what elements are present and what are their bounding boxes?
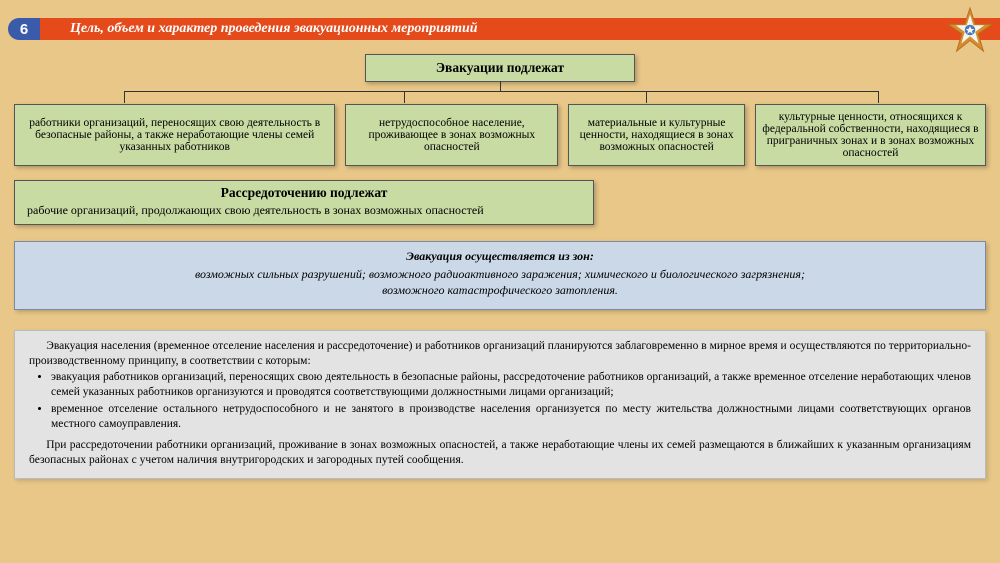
connector: [878, 91, 879, 103]
connector: [500, 81, 501, 91]
details-bullet: временное отселение остального нетрудосп…: [51, 402, 971, 432]
zones-line: возможных сильных разрушений; возможного…: [33, 266, 967, 282]
branch-box: работники организаций, переносящих свою …: [14, 104, 335, 166]
emblem-icon: [946, 6, 994, 54]
connector: [646, 91, 647, 103]
header-bar: 6 Цель, объем и характер проведения эвак…: [0, 18, 1000, 40]
branch-box: материальные и культурные ценности, нахо…: [568, 104, 745, 166]
details-bullet: эвакуация работников организаций, перено…: [51, 370, 971, 400]
zones-line: возможного катастрофического затопления.: [33, 282, 967, 298]
details-box: Эвакуация населения (временное отселение…: [14, 330, 986, 480]
zones-box: Эвакуация осуществляется из зон: возможн…: [14, 241, 986, 310]
connector: [124, 91, 125, 103]
content-area: Эвакуации подлежат работники организаций…: [14, 54, 986, 479]
dispersal-box: Рассредоточению подлежат рабочие организ…: [14, 180, 594, 225]
details-list: эвакуация работников организаций, перено…: [29, 370, 971, 432]
page-number: 6: [8, 18, 40, 40]
dispersal-title: Рассредоточению подлежат: [27, 185, 581, 201]
diagram-branches: работники организаций, переносящих свою …: [14, 104, 986, 166]
branch-box: культурные ценности, относящихся к федер…: [755, 104, 986, 166]
connector: [124, 91, 878, 92]
branch-box: нетрудоспособное население, проживающее …: [345, 104, 558, 166]
details-intro: Эвакуация населения (временное отселение…: [29, 339, 971, 369]
connector: [404, 91, 405, 103]
zones-title: Эвакуация осуществляется из зон:: [33, 248, 967, 264]
page-title: Цель, объем и характер проведения эвакуа…: [40, 18, 1000, 40]
diagram-root: Эвакуации подлежат: [365, 54, 635, 82]
details-outro: При рассредоточении работники организаци…: [29, 438, 971, 468]
dispersal-text: рабочие организаций, продолжающих свою д…: [27, 203, 581, 218]
